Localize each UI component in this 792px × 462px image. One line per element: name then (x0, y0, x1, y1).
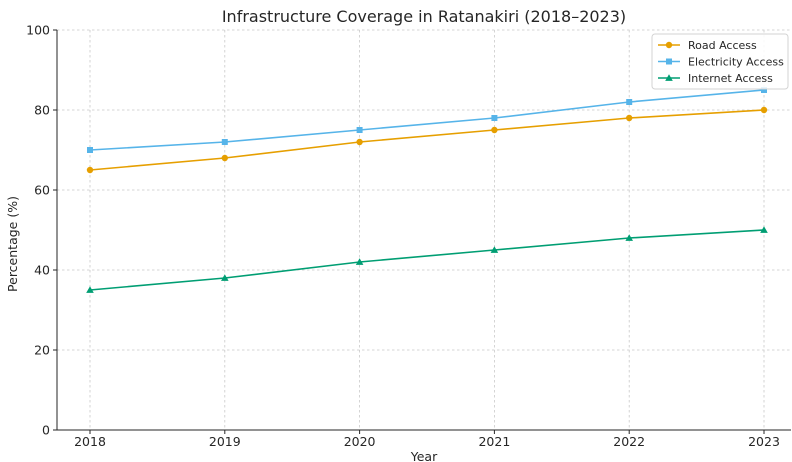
data-point-internet-access (760, 226, 768, 233)
x-tick-label: 2019 (209, 434, 241, 449)
data-point-internet-access (355, 258, 364, 265)
y-tick-label: 40 (34, 263, 50, 278)
series-line-internet-access (89, 229, 765, 291)
data-point-electricity-access (491, 115, 498, 121)
data-point-internet-access (490, 246, 499, 253)
x-tick-label: 2018 (74, 434, 106, 449)
data-point-internet-access (625, 234, 633, 241)
y-tick-label: 20 (34, 343, 50, 358)
y-tick-label: 100 (26, 23, 50, 38)
y-axis-label: Percentage (%) (5, 196, 20, 292)
x-tick-label: 2023 (748, 434, 780, 449)
data-point-road-access (221, 154, 228, 162)
y-tick-label: 80 (34, 103, 50, 118)
x-tick-label: 2021 (478, 434, 510, 449)
data-point-road-access (626, 114, 633, 122)
series-line-road-access (89, 109, 765, 171)
data-point-electricity-access (626, 99, 633, 105)
data-point-electricity-access (356, 127, 363, 133)
y-tick-label: 60 (34, 183, 50, 198)
legend-item-electricity-access: Electricity Access (658, 56, 784, 69)
series-internet-access (86, 226, 768, 293)
legend-marker (666, 58, 672, 65)
x-tick-label: 2022 (613, 434, 645, 449)
series-electricity-access (87, 87, 767, 153)
legend-item-road-access: Road Access (658, 39, 757, 52)
y-tick-label: 0 (42, 423, 50, 438)
series-lines (86, 87, 768, 293)
data-point-internet-access (221, 274, 229, 281)
data-point-electricity-access (87, 147, 93, 153)
legend-item-internet-access: Internet Access (658, 72, 773, 85)
x-axis-label: Year (410, 449, 438, 462)
x-tick-label: 2020 (344, 434, 376, 449)
legend-marker (665, 41, 673, 49)
axes (56, 30, 791, 431)
data-point-road-access (760, 106, 768, 114)
legend-marker (665, 74, 673, 81)
series-road-access (86, 106, 768, 174)
data-point-road-access (491, 126, 498, 134)
data-point-electricity-access (761, 87, 767, 93)
data-point-electricity-access (221, 139, 228, 145)
legend: Road Access Electricity Access Internet Ac… (651, 33, 789, 90)
data-point-road-access (86, 166, 94, 174)
legend-box (651, 33, 789, 90)
chart-title: Infrastructure Coverage in Ratanakiri (2… (222, 7, 626, 26)
data-point-road-access (356, 138, 363, 146)
tick-labels: 2018 2019 2020 2021 2022 2023 0 20 40 60 80 100 (26, 23, 780, 450)
grid-lines (57, 29, 791, 431)
series-line-electricity-access (89, 89, 765, 151)
legend-label: Electricity Access (688, 56, 784, 69)
legend-label: Road Access (688, 39, 757, 52)
data-point-internet-access (86, 286, 94, 293)
legend-label: Internet Access (688, 72, 773, 85)
